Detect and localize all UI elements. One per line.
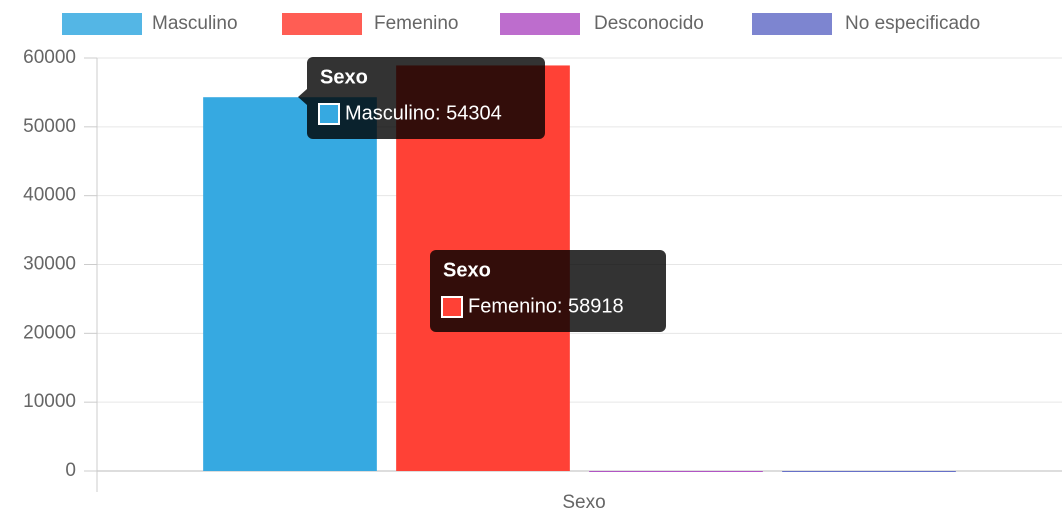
tooltip: Sexo Femenino: 58918	[430, 250, 666, 332]
tooltip-swatch	[318, 103, 340, 125]
tooltip-box	[430, 250, 666, 332]
y-tick-label: 40000	[23, 185, 76, 206]
y-tick-label: 30000	[23, 254, 76, 275]
y-tick-label: 20000	[23, 322, 76, 343]
legend-label: No especificado	[845, 13, 980, 34]
legend-swatch	[62, 13, 142, 35]
tooltip: Sexo Masculino: 54304	[298, 57, 545, 139]
legend-label: Masculino	[152, 13, 238, 34]
y-tick-label: 10000	[23, 391, 76, 412]
bar	[589, 471, 763, 472]
tooltip-title: Sexo	[320, 66, 368, 88]
y-tick-label: 0	[65, 460, 76, 481]
y-tick-label: 60000	[23, 47, 76, 68]
y-tick-label: 50000	[23, 116, 76, 137]
legend-label: Femenino	[374, 13, 459, 34]
legend-label: Desconocido	[594, 13, 704, 34]
tooltip-label: Femenino: 58918	[468, 295, 624, 317]
tooltip-label: Masculino: 54304	[345, 102, 502, 124]
tooltip-box	[307, 57, 545, 139]
bar	[782, 471, 956, 472]
legend-swatch	[282, 13, 362, 35]
x-axis-label: Sexo	[562, 492, 605, 513]
tooltip-swatch	[441, 296, 463, 318]
bar	[203, 97, 377, 472]
legend-swatch	[752, 13, 832, 35]
legend-swatch	[500, 13, 580, 35]
tooltip-title: Sexo	[443, 259, 491, 281]
tooltip-arrow	[298, 89, 307, 105]
